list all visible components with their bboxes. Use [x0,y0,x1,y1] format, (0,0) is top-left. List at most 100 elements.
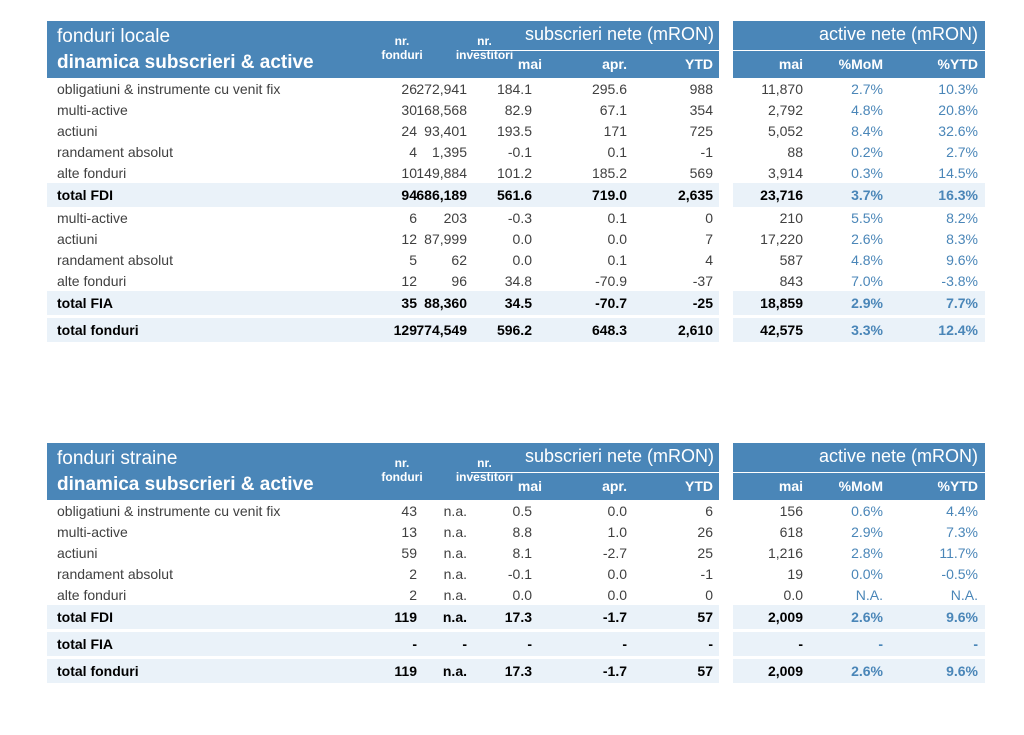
cell-apr: 0.0 [607,502,627,519]
cell-pytd: 8.2% [946,209,978,226]
cell-label: total fonduri [57,663,139,679]
cell-mom: 7.0% [851,272,883,289]
col-active-mai: mai [778,478,803,494]
cell-ni: 149,884 [416,164,467,181]
col-mom: %MoM [838,56,883,72]
cell-mom: 0.2% [851,143,883,160]
cell-ytd: 57 [697,663,713,679]
table-row: multi-active 30 168,568 82.9 67.1 354 2,792 4.8… [47,99,985,120]
cell-mai: 0.5 [512,502,532,519]
table-row: randament absolut 5 62 0.0 0.1 4 587 4.8% 9.6% [47,249,985,270]
cell-nf: 129 [393,322,417,338]
table-row: actiuni 59 n.a. 8.1 -2.7 25 1,216 2.8% 11.7% [47,542,985,563]
col-group-active: active nete (mRON) [818,24,978,44]
table-subtitle: dinamica subscrieri & active [57,52,314,73]
cell-apr: 0.0 [607,586,627,603]
cell-apr: 0.0 [607,230,627,247]
cell-ni: n.a. [442,663,467,679]
cell-mai: 17.3 [504,663,532,679]
cell-label: total FDI [57,609,113,625]
cell-pytd: 4.4% [946,502,978,519]
cell-apr: -1.7 [602,609,627,625]
cell-mom: 2.6% [851,663,883,679]
row-bg [47,183,719,207]
col-fonduri-label: fonduri [381,470,423,484]
table-header: fonduri locale dinamica subscrieri & act… [47,21,985,78]
cell-mom: 2.8% [851,544,883,561]
cell-ni: n.a. [443,523,467,540]
table-row: randament absolut 4 1,395 -0.1 0.1 -1 88 0.2% 2.… [47,141,985,162]
total-row: total fonduri 129 774,549 596.2 648.3 2,610 42… [47,318,985,342]
cell-label: randament absolut [57,565,173,582]
cell-nf: 6 [409,209,417,226]
cell-label: alte fonduri [57,586,127,603]
cell-ni: n.a. [442,609,467,625]
cell-nf: - [412,636,417,652]
header-divider [471,50,719,51]
cell-label: actiuni [57,544,98,561]
cell-ni: 1,395 [431,143,467,160]
cell-apr: 171 [603,122,627,139]
cell-label: actiuni [57,230,98,247]
cell-ytd: 354 [689,101,713,118]
table-row: multi-active 13 n.a. 8.8 1.0 26 618 2.9% 7.3% [47,521,985,542]
table-row: actiuni 24 93,401 193.5 171 725 5,052 8.4% 32.6% [47,120,985,141]
col-group-subscrieri: subscrieri nete (mRON) [524,446,714,466]
cell-amai: 18,859 [760,295,803,311]
cell-ytd: -25 [692,295,713,311]
cell-ni: 93,401 [424,122,467,139]
cell-ytd: -1 [700,143,713,160]
cell-amai: 19 [787,565,803,582]
cell-pytd: N.A. [950,586,978,603]
cell-pytd: 7.3% [946,523,978,540]
cell-nf: 26 [401,80,417,97]
cell-ytd: 6 [705,502,713,519]
cell-ytd: 2,635 [677,187,713,203]
col-nr-fonduri: nr. fonduri [377,34,427,62]
cell-ytd: 26 [697,523,713,540]
table-row: actiuni 12 87,999 0.0 0.0 7 17,220 2.6% 8.3% [47,228,985,249]
cell-ni: 203 [443,209,467,226]
cell-mai: 193.5 [496,122,532,139]
table-row: multi-active 6 203 -0.3 0.1 0 210 5.5% 8.2% [47,207,985,228]
row-bg [47,291,719,315]
cell-nf: 35 [401,295,417,311]
cell-pytd: -0.5% [941,565,978,582]
cell-mom: - [878,636,883,652]
cell-label: total fonduri [57,322,139,338]
cell-mai: 596.2 [496,322,532,338]
cell-nf: 43 [401,502,417,519]
cell-pytd: 16.3% [938,187,978,203]
cell-nf: 5 [409,251,417,268]
col-nr-label: nr. [477,34,492,48]
header-right-panel [733,21,985,78]
cell-mom: 4.8% [851,251,883,268]
cell-ni: n.a. [443,565,467,582]
cell-amai: 5,052 [767,122,803,139]
row-bg [733,605,985,629]
total-row: total fonduri 119 n.a. 17.3 -1.7 57 2,009 2.6% 9… [47,659,985,683]
cell-apr: 0.1 [607,251,627,268]
cell-amai: 0.0 [783,586,803,603]
col-nr-label: nr. [394,456,410,470]
row-bg [733,632,985,656]
cell-pytd: 9.6% [946,609,978,625]
row-bg [733,291,985,315]
cell-amai: 11,870 [761,80,803,97]
table-fonduri-straine: fonduri straine dinamica subscrieri & ac… [47,443,985,683]
cell-nf: 4 [409,143,417,160]
col-investitori-label: investitori [455,48,514,62]
cell-amai: 23,716 [760,187,803,203]
col-mai: mai [517,478,542,494]
header-divider [733,472,985,473]
cell-label: randament absolut [57,251,173,268]
cell-amai: 156 [779,502,803,519]
cell-mai: -0.1 [507,565,532,582]
cell-apr: 719.0 [591,187,627,203]
cell-ytd: - [708,636,713,652]
cell-pytd: 14.5% [938,164,978,181]
cell-ni: n.a. [443,586,467,603]
cell-pytd: 8.3% [946,230,978,247]
cell-apr: 1.0 [607,523,627,540]
cell-mai: 0.0 [512,251,532,268]
